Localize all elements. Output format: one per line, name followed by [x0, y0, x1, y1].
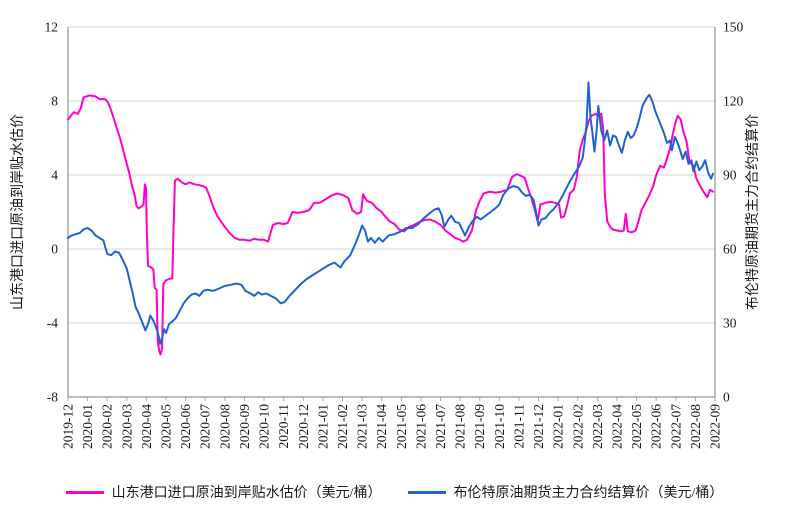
legend-item-brent-settlement[interactable]: 布伦特原油期货主力合约结算价（美元/桶） — [407, 482, 724, 502]
x-tick-label: 2020-05 — [159, 404, 174, 449]
x-tick-label: 2021-01 — [315, 404, 330, 449]
left-tick-label: 4 — [51, 168, 58, 183]
legend-label-brent-settlement: 布伦特原油期货主力合约结算价（美元/桶） — [453, 486, 724, 501]
right-tick-label: 150 — [723, 20, 744, 35]
chart-legend: 山东港口进口原油到岸贴水估价（美元/桶） 布伦特原油期货主力合约结算价（美元/桶… — [0, 482, 789, 502]
x-tick-label: 2021-05 — [394, 404, 409, 449]
x-tick-label: 2021-10 — [492, 404, 507, 449]
left-tick-label: -4 — [47, 316, 58, 331]
x-tick-label: 2021-07 — [433, 404, 448, 449]
x-tick-label: 2020-04 — [139, 404, 154, 449]
right-tick-label: 0 — [723, 390, 730, 405]
x-tick-label: 2020-02 — [100, 404, 115, 449]
x-tick-label: 2022-04 — [609, 404, 624, 449]
series-line-brent-settlement — [67, 81, 714, 345]
x-tick-label: 2021-03 — [355, 404, 370, 449]
right-axis-title: 布伦特原油期货主力合约结算价 — [744, 114, 761, 310]
legend-line-blue-icon — [407, 490, 446, 494]
series-line-shandong-discount — [67, 94, 714, 356]
x-tick-label: 2021-06 — [413, 404, 428, 449]
x-tick-label: 2020-06 — [178, 404, 193, 449]
x-tick-label: 2022-08 — [688, 404, 703, 449]
left-tick-label: -8 — [47, 390, 58, 405]
x-tick-label: 2020-09 — [237, 404, 252, 449]
x-tick-label: 2021-08 — [453, 404, 468, 449]
x-tick-label: 2021-02 — [335, 404, 350, 449]
x-tick-label: 2022-05 — [629, 404, 644, 449]
right-tick-label: 120 — [723, 94, 744, 109]
x-tick-label: 2021-09 — [472, 404, 487, 449]
x-tick-label: 2019-12 — [61, 404, 76, 449]
right-tick-label: 90 — [723, 168, 737, 183]
legend-label-shandong-discount: 山东港口进口原油到岸贴水估价（美元/桶） — [111, 486, 382, 501]
x-tick-label: 2020-07 — [198, 404, 213, 449]
x-tick-label: 2020-03 — [119, 404, 134, 449]
legend-item-shandong-discount[interactable]: 山东港口进口原油到岸贴水估价（美元/桶） — [65, 482, 382, 502]
left-tick-label: 8 — [51, 94, 58, 109]
x-tick-label: 2021-12 — [531, 404, 546, 449]
x-tick-label: 2020-11 — [276, 404, 291, 449]
x-tick-label: 2020-01 — [80, 404, 95, 449]
left-tick-label: 0 — [51, 242, 58, 257]
x-tick-label: 2022-07 — [668, 404, 683, 449]
x-tick-label: 2021-04 — [374, 404, 389, 449]
right-tick-label: 60 — [723, 242, 737, 257]
x-tick-label: 2022-02 — [570, 404, 585, 449]
x-tick-label: 2020-08 — [217, 404, 232, 449]
x-tick-label: 2020-10 — [257, 404, 272, 449]
legend-line-magenta-icon — [65, 490, 104, 494]
right-tick-label: 30 — [723, 316, 737, 331]
x-tick-label: 2022-09 — [708, 404, 723, 449]
left-tick-label: 12 — [45, 20, 59, 35]
x-tick-label: 2020-12 — [296, 404, 311, 449]
x-tick-label: 2022-03 — [590, 404, 605, 449]
x-tick-label: 2022-06 — [649, 404, 664, 449]
x-tick-label: 2021-11 — [511, 404, 526, 449]
left-axis-title: 山东港口进口原油到岸贴水估价 — [10, 114, 26, 310]
x-tick-label: 2022-01 — [551, 404, 566, 449]
